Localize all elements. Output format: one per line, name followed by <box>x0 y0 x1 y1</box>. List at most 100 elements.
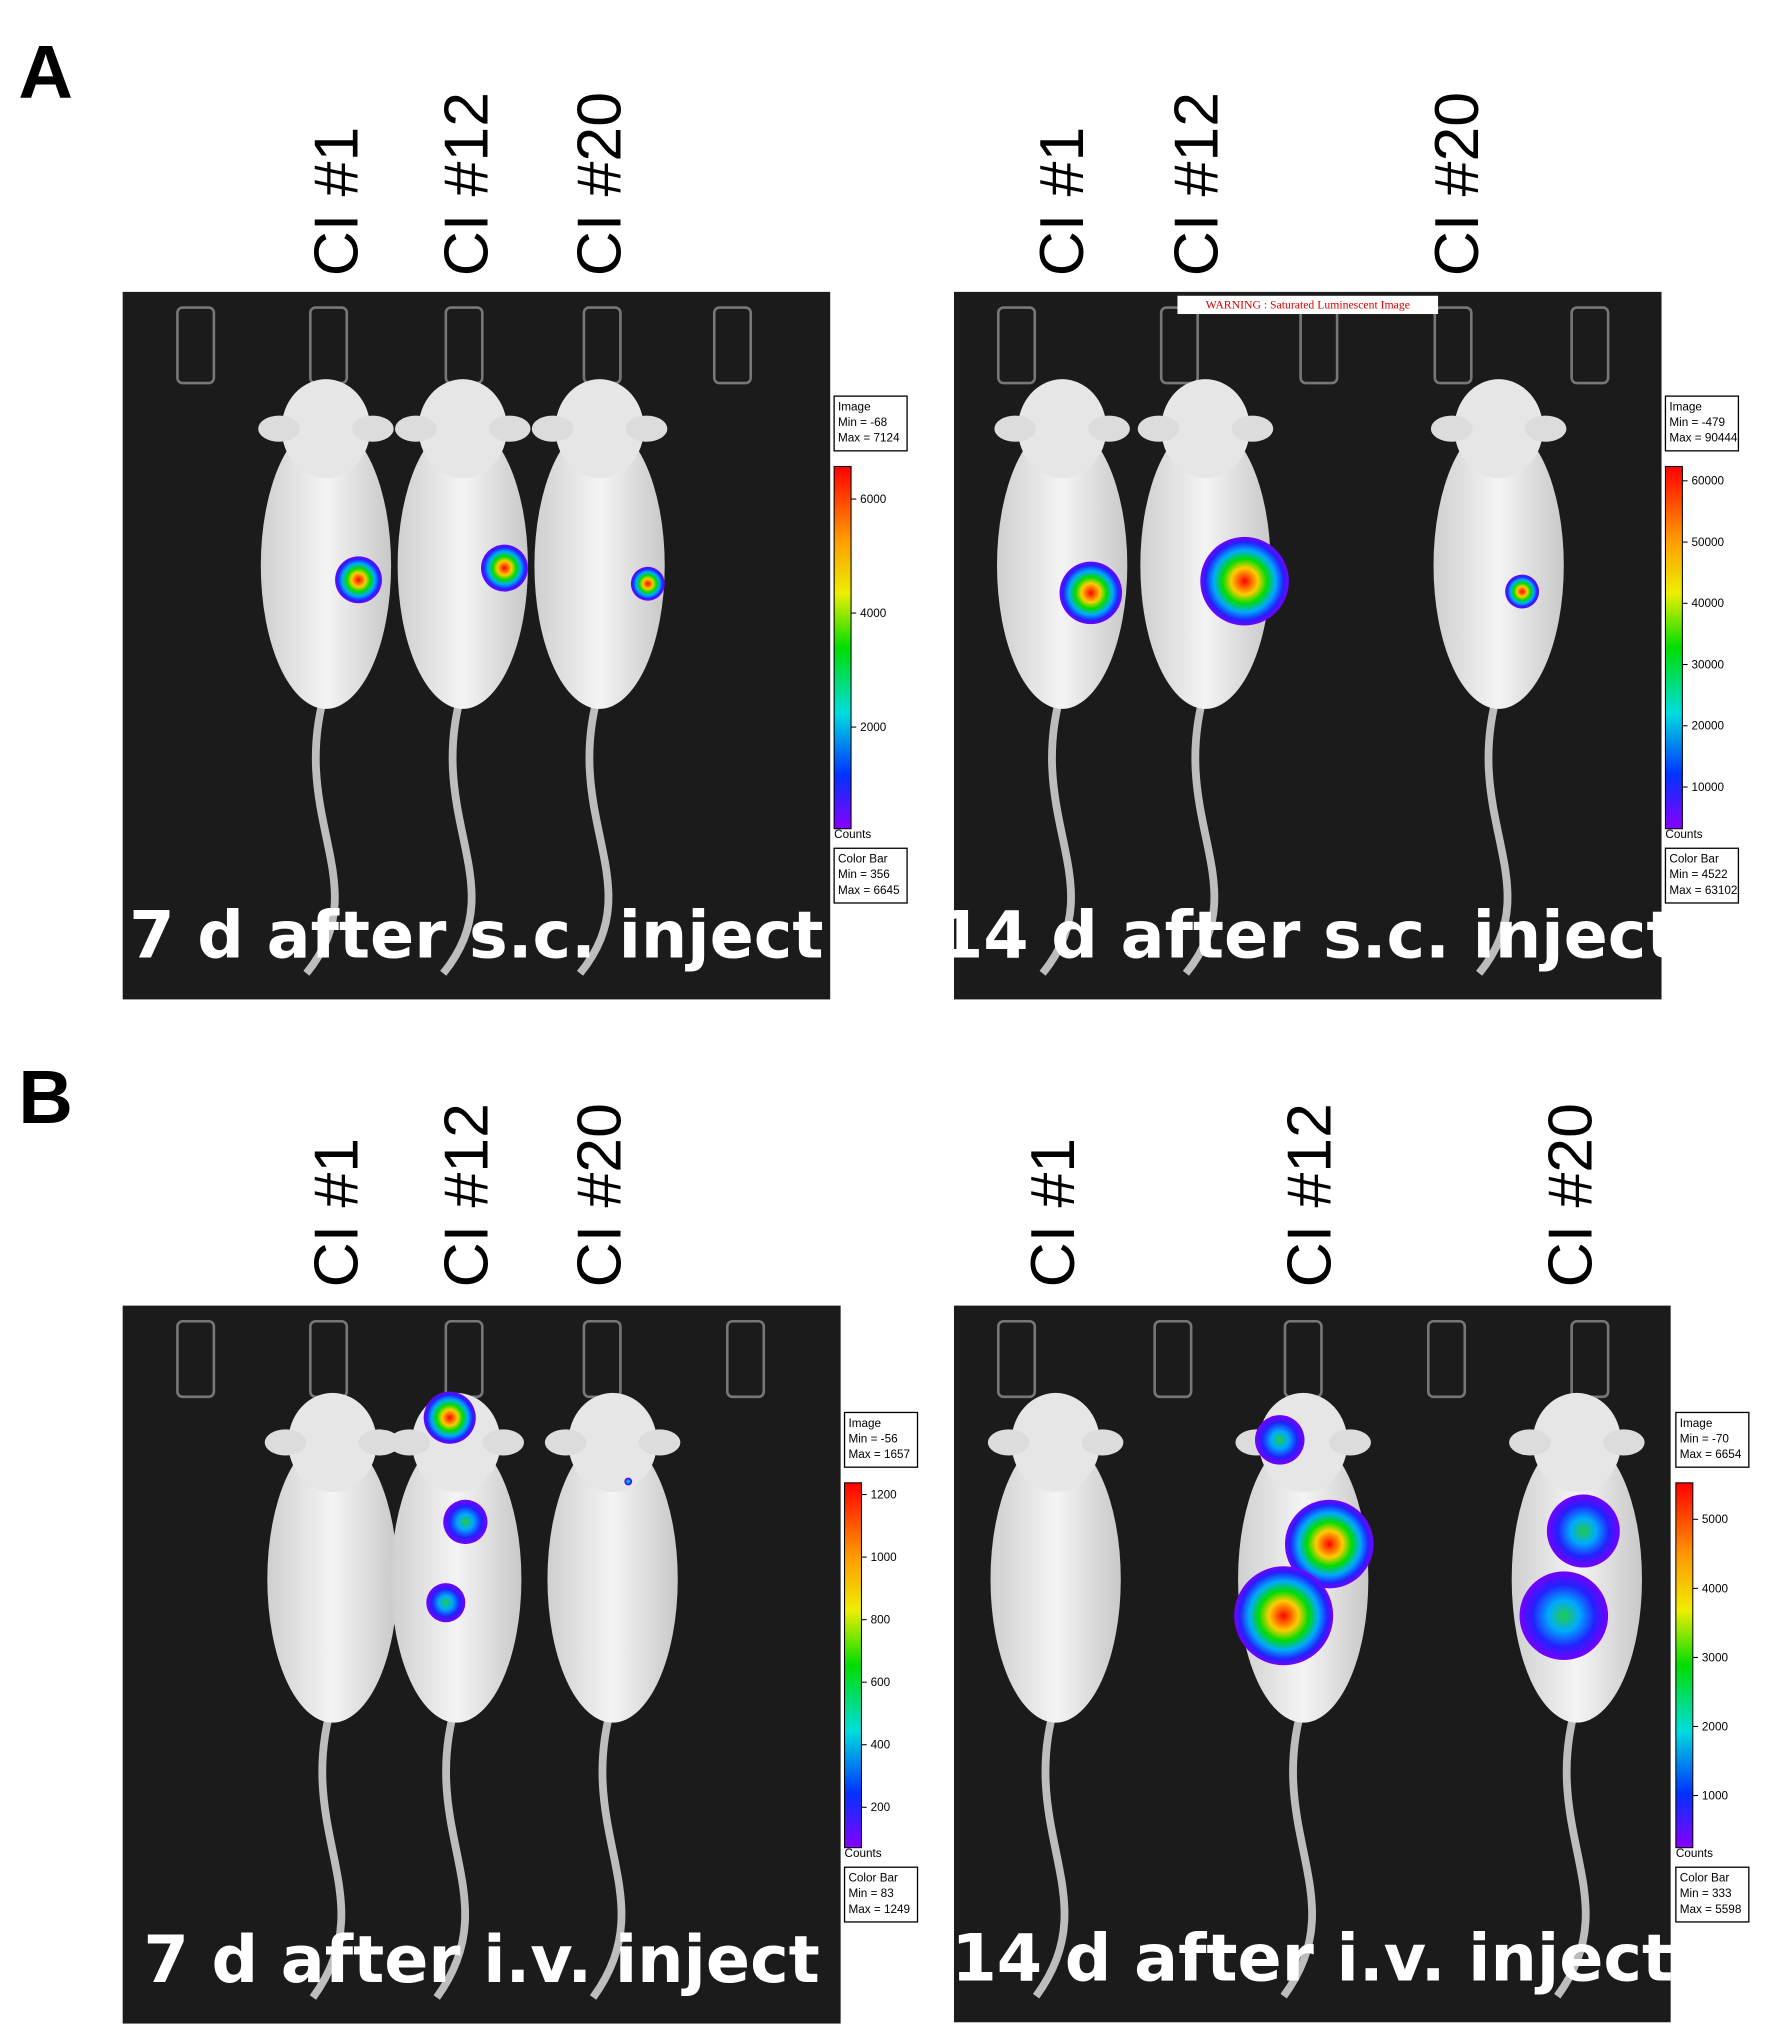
mouse-tail <box>1182 688 1219 976</box>
mouse-head <box>555 379 644 479</box>
caption: 14 d after s.c. inject <box>938 899 1678 974</box>
signal-spot <box>1284 1499 1374 1589</box>
signal-spot <box>426 1583 466 1623</box>
color-bar-info: Max = 63102 <box>1669 884 1737 897</box>
mouse-body <box>990 1435 1121 1723</box>
column-label: CI #20 <box>1535 1103 1605 1287</box>
image-info: Image <box>1680 1417 1713 1430</box>
mouse-body <box>534 422 665 709</box>
nose-cone <box>176 306 216 385</box>
nose-cone <box>996 306 1037 385</box>
color-bar-info: Max = 1249 <box>848 1903 910 1916</box>
column-label: CI #1 <box>1027 127 1097 276</box>
mouse-ear <box>395 415 437 442</box>
mouse-ear <box>264 1429 307 1456</box>
mouse-tail <box>1476 688 1512 976</box>
color-bar-tick-label: 2000 <box>1702 1720 1729 1733</box>
mouse-ear <box>1329 1429 1371 1456</box>
image-info-box <box>1675 1411 1750 1468</box>
luminescence-image <box>122 291 831 1000</box>
signal-spot <box>1200 536 1289 626</box>
luminescence-image <box>122 1305 841 2024</box>
nose-cone <box>1433 306 1473 385</box>
color-bar-units: Counts <box>1676 1847 1713 1860</box>
color-bar-tick-label: 40000 <box>1692 597 1725 610</box>
mouse-tail <box>1039 688 1075 976</box>
color-bar-info: Color Bar <box>848 1872 898 1885</box>
color-bar-tick-label: 600 <box>871 1676 891 1689</box>
color-bar-units: Counts <box>845 1847 882 1860</box>
color-bar-info: Min = 333 <box>1680 1887 1732 1900</box>
mouse-tail <box>433 1701 470 2000</box>
mouse-ear <box>531 415 574 442</box>
mouse-ear <box>1524 415 1567 442</box>
mouse-ear <box>544 1429 587 1456</box>
color-bar-info: Min = 356 <box>838 868 890 881</box>
mouse-ear <box>388 1429 431 1456</box>
color-bar-info-box <box>843 1866 919 1923</box>
mouse-ear <box>1137 415 1180 442</box>
warning: WARNING : Saturated Luminescent Image <box>1206 298 1410 311</box>
mouse-ear <box>488 415 531 442</box>
mouse-ear <box>1231 415 1274 442</box>
caption: 7 d after s.c. inject <box>129 899 823 974</box>
mouse-head <box>288 1392 377 1492</box>
image-info: Max = 90444 <box>1669 432 1738 445</box>
column-label: CI #1 <box>301 1138 371 1287</box>
color-bar <box>844 1482 863 1849</box>
mouse-ear <box>352 415 394 442</box>
luminescence-image <box>953 291 1662 1000</box>
color-bar-tick-label: 50000 <box>1692 536 1725 549</box>
color-bar-info-box <box>833 847 908 904</box>
image-info: Max = 1657 <box>848 1448 910 1461</box>
mouse-body <box>547 1435 678 1723</box>
color-bar-tick-label: 200 <box>871 1801 891 1814</box>
mouse-body <box>260 422 392 709</box>
caption: 7 d after i.v. inject <box>143 1923 819 1998</box>
signal-spot <box>1059 561 1123 625</box>
color-bar-tick-label: 20000 <box>1692 720 1725 733</box>
color-bar-tick-label: 1000 <box>1702 1789 1729 1802</box>
image-info-box <box>843 1411 919 1468</box>
color-bar-info-box <box>1675 1866 1750 1923</box>
color-bar-info: Min = 4522 <box>1669 868 1727 881</box>
mouse-ear <box>987 1429 1030 1456</box>
column-label: CI #12 <box>1275 1103 1345 1287</box>
mouse-body <box>267 1435 398 1723</box>
warning-box <box>1177 295 1439 315</box>
mouse-ear <box>1088 415 1130 442</box>
nose-cone <box>1426 1319 1467 1399</box>
mouse-head <box>1454 379 1543 479</box>
image-info-box <box>1664 395 1740 452</box>
mouse-head <box>281 379 371 479</box>
color-bar-units: Counts <box>1665 828 1702 841</box>
signal-spot <box>443 1499 488 1545</box>
color-bar-info: Color Bar <box>838 853 888 866</box>
color-bar-tick-label: 1000 <box>871 1551 898 1564</box>
color-bar-tick-label: 4000 <box>1702 1582 1729 1595</box>
image-info: Max = 6654 <box>1680 1448 1742 1461</box>
signal-spot <box>624 1477 633 1486</box>
color-bar-tick-label: 6000 <box>860 493 887 506</box>
color-bar-tick-label: 2000 <box>860 721 887 734</box>
color-bar-info: Min = 83 <box>848 1887 893 1900</box>
signal-spot <box>1505 574 1540 609</box>
color-bar-info-box <box>1664 847 1740 904</box>
image-info: Min = -68 <box>838 416 888 429</box>
column-label: CI #12 <box>432 1103 502 1287</box>
mouse-body <box>397 422 528 709</box>
panel-letter: A <box>18 31 73 115</box>
nose-cone <box>725 1319 766 1399</box>
mouse-ear <box>1509 1429 1551 1456</box>
color-bar <box>1675 1482 1694 1849</box>
mouse-ear <box>482 1429 525 1456</box>
signal-spot <box>335 556 382 604</box>
mouse-tail <box>309 1701 346 2000</box>
color-bar-info: Color Bar <box>1669 853 1719 866</box>
color-bar-tick-label: 5000 <box>1702 1513 1729 1526</box>
mouse-ear <box>1081 1429 1124 1456</box>
mouse-ear <box>638 1429 681 1456</box>
mouse-tail <box>589 1701 626 2000</box>
signal-spot <box>1234 1566 1334 1666</box>
image-info: Image <box>1669 400 1702 413</box>
